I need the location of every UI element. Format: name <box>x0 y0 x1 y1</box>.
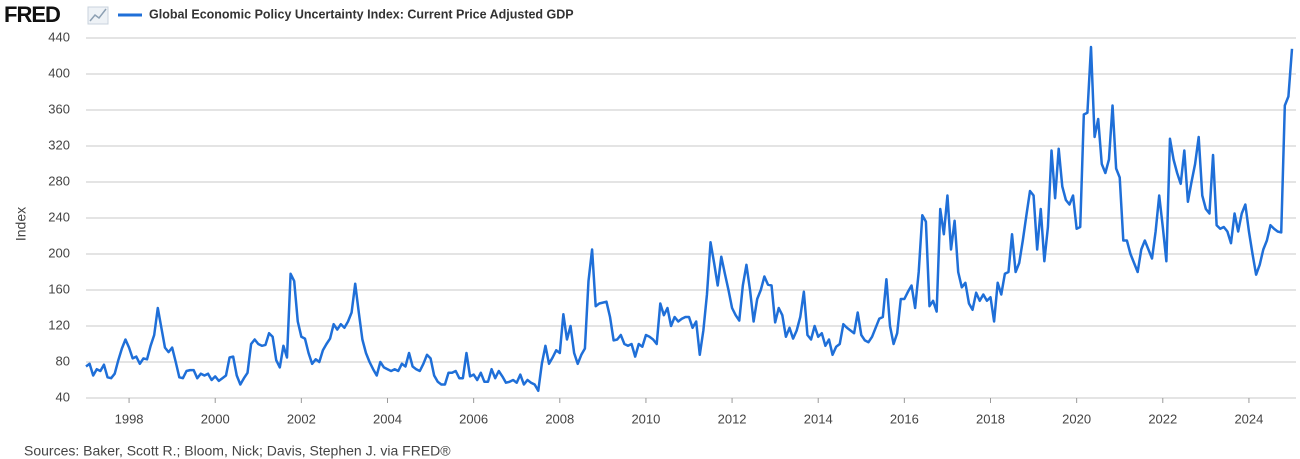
x-tick-label: 2004 <box>373 411 402 426</box>
y-tick-label: 360 <box>48 101 70 116</box>
logo-icon <box>87 6 109 25</box>
x-tick-label: 2022 <box>1148 411 1177 426</box>
source: Sources: Baker, Scott R.; Bloom, Nick; D… <box>24 443 451 459</box>
y-tick-label: 280 <box>48 173 70 188</box>
x-tick-label: 2018 <box>976 411 1005 426</box>
y-axis-label: Index <box>13 207 29 241</box>
y-tick-label: 440 <box>48 29 70 44</box>
x-tick-label: 2008 <box>545 411 574 426</box>
y-tick-label: 160 <box>48 281 70 296</box>
data-line <box>85 45 1294 393</box>
legend-label: Global Economic Policy Uncertainty Index… <box>149 7 574 21</box>
y-tick-label: 120 <box>48 317 70 332</box>
x-tick-label: 2024 <box>1234 411 1263 426</box>
x-tick-label: 2002 <box>287 411 316 426</box>
x-tick-label: 2012 <box>718 411 747 426</box>
y-tick-label: 240 <box>48 209 70 224</box>
y-tick-label: 320 <box>48 137 70 152</box>
x-tick-label: 2006 <box>459 411 488 426</box>
y-tick-label: 400 <box>48 65 70 80</box>
x-tick-label: 2020 <box>1062 411 1091 426</box>
x-tick-label: 1998 <box>115 411 144 426</box>
y-tick-label: 40 <box>56 389 70 404</box>
x-tick-label: 2000 <box>201 411 230 426</box>
y-tick-label: 80 <box>56 353 70 368</box>
x-tick-label: 2014 <box>804 411 833 426</box>
y-tick-label: 200 <box>48 245 70 260</box>
x-tick-label: 2010 <box>631 411 660 426</box>
x-tick-label: 2016 <box>890 411 919 426</box>
logo: FRED <box>4 2 60 27</box>
